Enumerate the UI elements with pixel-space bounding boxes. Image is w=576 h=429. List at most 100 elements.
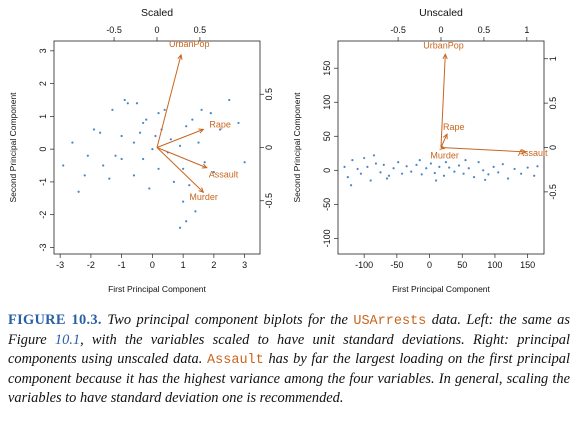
loading-arrowhead: [201, 163, 208, 169]
data-point: [151, 148, 154, 151]
loading-arrowhead: [198, 187, 205, 194]
y-tick-label: -50: [322, 198, 332, 211]
x-axis-title: First Principal Component: [392, 284, 490, 294]
right-tick-label: -0.5: [548, 184, 558, 200]
data-point: [83, 174, 86, 177]
top-tick-label: -0.5: [390, 25, 406, 35]
data-point: [126, 102, 129, 105]
data-point: [178, 226, 182, 229]
data-point: [108, 177, 111, 180]
data-point: [123, 98, 126, 102]
data-point: [415, 163, 418, 166]
data-point: [372, 154, 376, 157]
top-tick-label: 0: [154, 25, 159, 35]
data-point: [157, 111, 160, 115]
data-point: [138, 131, 142, 134]
y-tick-label: 0: [38, 147, 48, 152]
data-point: [442, 174, 446, 177]
data-point: [145, 118, 148, 121]
data-point: [438, 165, 441, 168]
x-tick-label: -1: [118, 260, 126, 270]
data-point: [172, 180, 176, 184]
y-axis-title: Second Principal Component: [8, 92, 18, 203]
data-point: [120, 134, 123, 138]
right-tick-label: 0: [548, 145, 558, 150]
x-tick-label: -3: [56, 260, 64, 270]
data-point: [351, 158, 354, 162]
top-tick-label: -0.5: [106, 25, 122, 35]
data-point: [526, 166, 529, 169]
data-point: [379, 171, 382, 174]
data-point: [169, 138, 172, 141]
data-point: [182, 167, 185, 170]
data-point: [209, 111, 212, 115]
data-point: [142, 157, 145, 161]
data-point: [457, 164, 461, 167]
top-tick-label: 0: [438, 25, 443, 35]
x-tick-label: 150: [520, 260, 535, 270]
data-point: [484, 178, 487, 181]
data-point: [212, 170, 215, 174]
loading-arrowhead: [198, 128, 205, 134]
data-point: [385, 177, 389, 180]
data-point: [114, 154, 117, 157]
top-tick-label: 0.5: [478, 25, 491, 35]
panel-title: Scaled: [141, 7, 173, 19]
y-tick-label: -100: [322, 229, 332, 247]
data-point: [203, 161, 206, 164]
x-tick-label: 0: [150, 260, 155, 270]
y-axis-title: Second Principal Component: [292, 92, 302, 203]
caption-code-usarrests: USArrests: [353, 314, 427, 329]
caption-text: data. Left: the same as Figure: [8, 312, 570, 348]
x-tick-label: 1: [181, 260, 186, 270]
data-point: [228, 98, 231, 102]
data-point: [132, 141, 136, 144]
data-point: [444, 161, 448, 164]
data-point: [356, 167, 359, 171]
data-point: [99, 131, 102, 134]
data-point: [410, 170, 413, 173]
data-point: [86, 154, 89, 157]
x-axis-title: First Principal Component: [108, 284, 206, 294]
data-point: [188, 184, 191, 187]
loading-label: Murder: [430, 150, 459, 160]
data-point: [194, 210, 197, 213]
loading-label: UrbanPop: [423, 40, 464, 50]
figure-caption: FIGURE 10.3. Two principal component bip…: [8, 311, 570, 408]
data-point: [243, 161, 246, 164]
data-point: [185, 125, 188, 128]
data-point: [433, 171, 436, 175]
data-point: [102, 164, 105, 167]
data-point: [387, 174, 391, 177]
figure-reference-link[interactable]: 10.1: [54, 332, 81, 348]
data-point: [132, 174, 136, 177]
y-tick-label: 2: [38, 81, 48, 86]
loading-arrowhead: [177, 53, 183, 60]
data-point: [218, 128, 222, 131]
data-point: [536, 165, 539, 168]
loading-arrowhead: [521, 149, 528, 155]
data-point: [200, 108, 203, 111]
data-point: [346, 176, 349, 179]
x-tick-label: 100: [487, 260, 502, 270]
data-point: [434, 179, 438, 182]
data-point: [374, 162, 378, 165]
loading-label: Assault: [518, 148, 548, 158]
unscaled-biplot-panel: Unscaled-100 -50 0 50 100 150-100-50050100150…: [292, 7, 558, 294]
loading-arrow: [156, 54, 182, 148]
y-tick-label: -3: [38, 243, 48, 251]
data-point: [492, 165, 495, 168]
data-point: [453, 170, 456, 173]
top-tick-label: 1: [524, 25, 529, 35]
loading-label: UrbanPop: [169, 39, 210, 49]
loading-label: Rape: [443, 122, 465, 132]
data-point: [154, 134, 157, 138]
y-tick-label: 1: [38, 114, 48, 119]
data-point: [382, 163, 385, 166]
data-point: [405, 165, 408, 168]
data-point: [425, 167, 428, 170]
caption-text: Two principal component biplots for the: [107, 312, 348, 328]
loading-arrowhead: [442, 133, 448, 140]
right-tick-label: 0.5: [264, 88, 274, 101]
right-tick-label: 0: [264, 145, 274, 150]
